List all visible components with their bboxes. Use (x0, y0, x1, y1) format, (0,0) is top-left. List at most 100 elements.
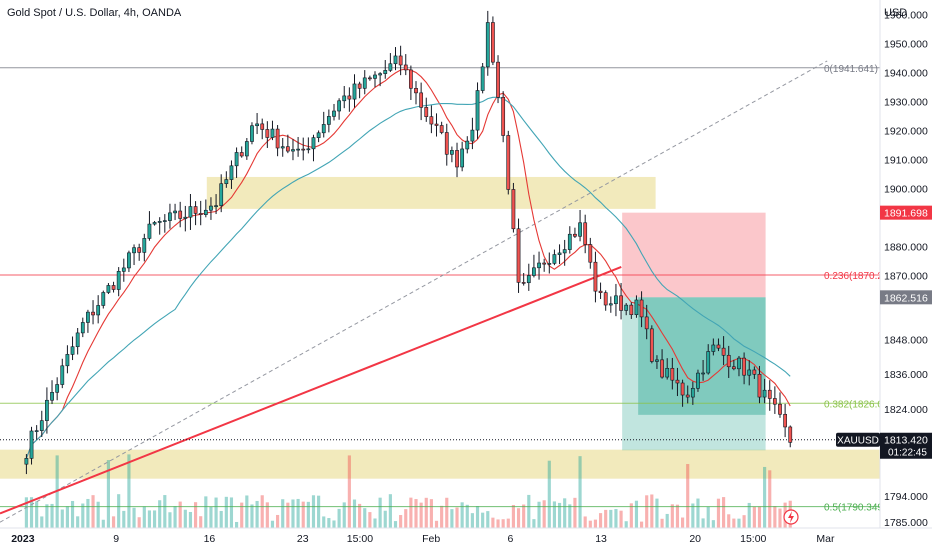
price-tick-label: 1836.000 (884, 369, 928, 381)
volume-bar (178, 501, 182, 528)
volume-bar (327, 518, 331, 528)
volume-bar (527, 494, 531, 528)
candle (342, 86, 347, 109)
candle (424, 97, 429, 122)
candle (767, 380, 772, 411)
volume-bar (650, 494, 654, 528)
volume-bar (363, 508, 367, 528)
price-tag (880, 290, 932, 305)
candle (614, 283, 618, 317)
time-tick-label: 6 (507, 533, 513, 545)
fib-layer: 0(1941.641) 0.236(1870.2 0.382(1826.0 0.5(1… (0, 64, 883, 514)
volume-bar (639, 521, 644, 528)
trendline[interactable] (0, 265, 622, 515)
volume-bar (752, 506, 756, 528)
chart-title: Gold Spot / U.S. Dollar, 4h, OANDA (7, 7, 182, 19)
candle (332, 103, 336, 121)
candle (501, 91, 506, 143)
candle (629, 302, 634, 319)
candle (624, 303, 629, 316)
candle (388, 53, 393, 72)
candle (557, 244, 562, 265)
candle (690, 381, 695, 405)
volume-bar (701, 518, 705, 528)
volume-bar (368, 512, 372, 528)
price-tick-label: 1794.000 (884, 491, 928, 503)
volume-bar (317, 495, 321, 528)
time-tick-label: 15:00 (347, 533, 373, 545)
candle (193, 201, 198, 226)
volume-bar (481, 512, 485, 528)
volume-bar (491, 517, 495, 528)
candle (101, 290, 106, 309)
volume-bar (81, 503, 85, 528)
candle (521, 272, 526, 286)
candle (588, 237, 593, 269)
candle (301, 137, 306, 161)
volume-bar (147, 510, 152, 528)
candle (619, 282, 623, 320)
volume-bar (675, 504, 680, 528)
volume-bar (101, 519, 105, 528)
volume-bar (204, 496, 208, 528)
volume-bar (470, 513, 474, 528)
candle (439, 121, 444, 135)
volume-bar (404, 509, 408, 528)
volume-bar (727, 514, 731, 528)
time-tick-label: 20 (689, 533, 701, 545)
volume-bar (429, 499, 433, 528)
price-tick-label: 1848.000 (884, 334, 928, 346)
volume-bar (434, 520, 439, 528)
flash-icon[interactable] (783, 509, 799, 525)
volume-bar (465, 504, 469, 528)
volume-bar (224, 496, 228, 528)
candle (347, 87, 352, 112)
candles-layer (24, 10, 793, 475)
candle (219, 174, 224, 213)
volume-bar (557, 502, 562, 528)
volume-bar (757, 506, 762, 528)
volume-bar (111, 516, 116, 528)
symbol-label: XAUUSD (837, 436, 879, 447)
candle (337, 98, 341, 120)
volume-bar (286, 502, 290, 528)
candle (762, 378, 767, 404)
price-tick-label: 1960.000 (884, 10, 928, 22)
volume-bar (624, 521, 628, 528)
volume-bar (440, 505, 444, 528)
candle (485, 10, 490, 76)
volume-bar (306, 501, 310, 528)
price-tick-label: 1824.000 (884, 404, 928, 416)
candle (701, 359, 705, 381)
candle (542, 258, 547, 272)
candle (250, 122, 254, 145)
volume-bar (358, 503, 362, 528)
volume-bar (168, 512, 172, 528)
volume-bar (778, 508, 782, 528)
candle (91, 300, 95, 325)
volume-bar (332, 520, 336, 528)
candle (788, 425, 793, 448)
candle (696, 369, 700, 392)
time-tick-label: 16 (204, 533, 216, 545)
candle (168, 203, 172, 229)
candle (578, 209, 582, 242)
volume-bar (655, 498, 659, 528)
candle (352, 74, 357, 108)
candle (649, 325, 654, 364)
candle (142, 233, 147, 262)
volume-bar (496, 519, 500, 528)
candle (173, 203, 177, 221)
candle (111, 281, 116, 293)
volume-bar (414, 499, 418, 528)
volume-bar (660, 518, 664, 528)
candle (29, 426, 34, 465)
volume-bar (60, 509, 64, 528)
candle (721, 336, 726, 366)
candle (86, 309, 90, 333)
candle (244, 138, 249, 160)
drawings-layer (0, 60, 880, 523)
price-tick-label: 1950.000 (884, 39, 928, 51)
volume-bar (711, 520, 715, 528)
